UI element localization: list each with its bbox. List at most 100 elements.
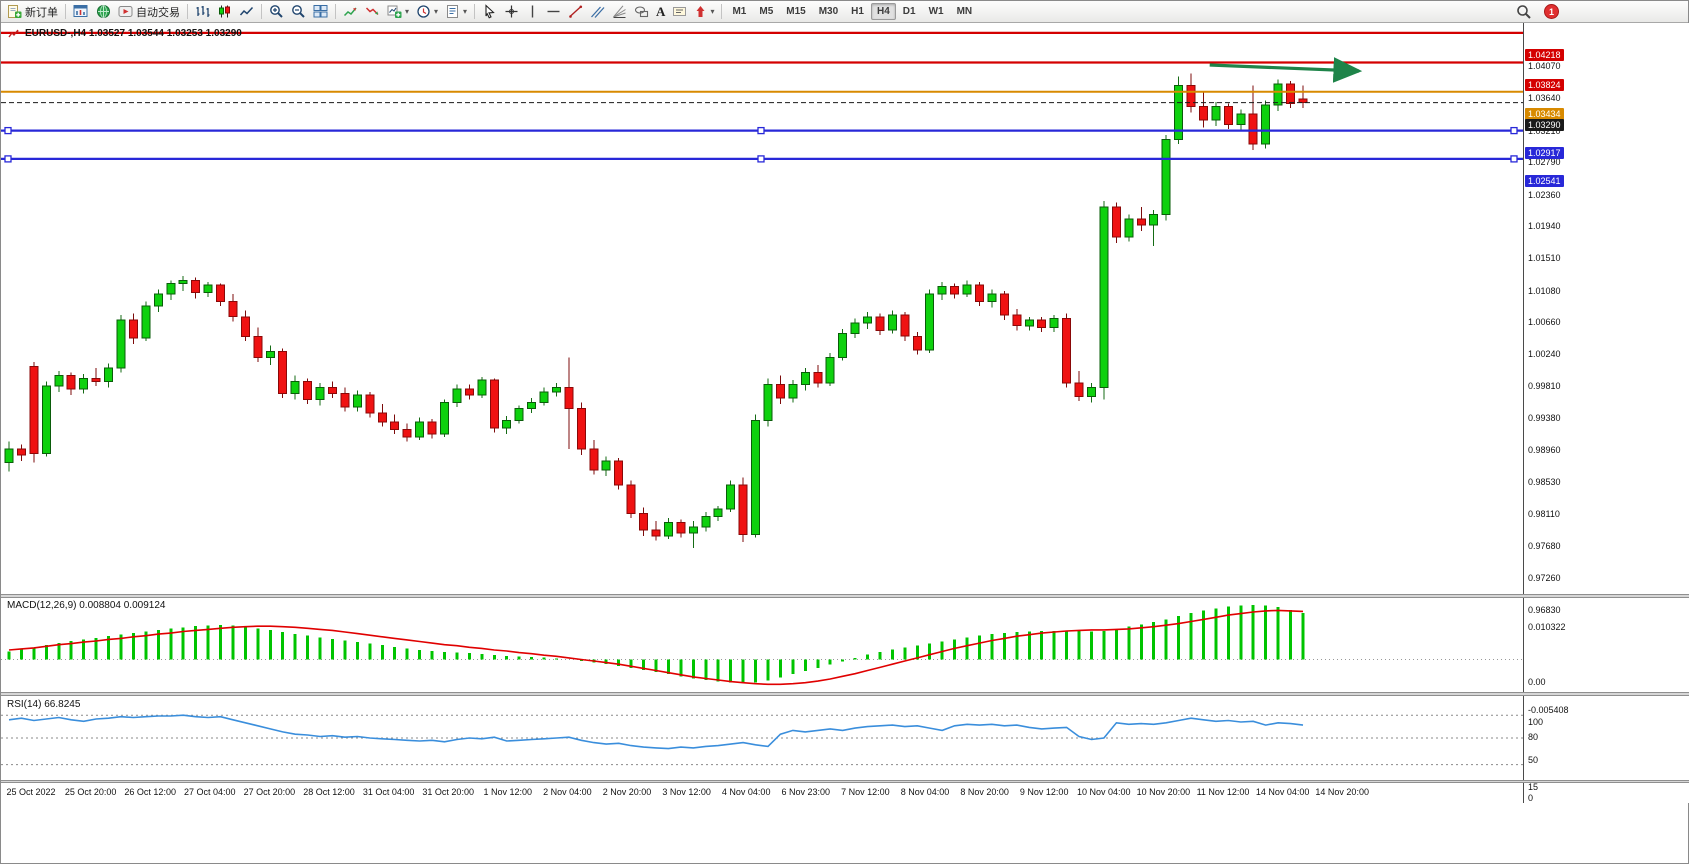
toolbar-separator — [721, 4, 723, 19]
candlestick-chart-button[interactable] — [214, 2, 235, 22]
price-axis[interactable]: 1.04070 1.03640 1.03210 1.02790 1.02360 1.019… — [1523, 23, 1689, 803]
trend-arrow — [1209, 57, 1363, 83]
axis-tick-label: 0.99380 — [1528, 413, 1561, 424]
periods-button[interactable]: ▾ — [413, 2, 441, 22]
axis-tick-label: 1.01510 — [1528, 253, 1561, 264]
zoom-out-button[interactable] — [288, 2, 309, 22]
arrows-tool-button[interactable]: ▾ — [691, 2, 717, 22]
time-axis-label: 6 Nov 23:00 — [781, 787, 831, 797]
add-indicator-button[interactable]: ▾ — [384, 2, 412, 22]
timeframe-d1-button[interactable]: D1 — [902, 6, 916, 17]
axis-tick-label: 80 — [1528, 732, 1539, 743]
time-axis-label: 14 Nov 20:00 — [1315, 787, 1369, 797]
chart-window-icon — [73, 5, 88, 17]
symbol-chart-icon — [8, 29, 19, 37]
auto-trading-icon — [118, 6, 133, 17]
zoom-in-button[interactable] — [266, 2, 287, 22]
trendline-tool-button[interactable] — [565, 2, 586, 22]
timeframe-m15-button[interactable]: M15 — [786, 6, 806, 17]
time-axis-label: 10 Nov 04:00 — [1077, 787, 1131, 797]
vertical-line-tool-button[interactable] — [523, 2, 542, 22]
time-axis[interactable]: 25 Oct 2022 25 Oct 20:00 26 Oct 12:00 27 Oc… — [1, 784, 1523, 804]
axis-tick-label: 0.97260 — [1528, 572, 1561, 583]
rsi-line — [8, 714, 1304, 750]
text-label-tool-button[interactable] — [669, 2, 690, 22]
chart-window-button[interactable] — [70, 2, 92, 22]
symbol-ohlc-text: EURUSD-,H4 1.03527 1.03544 1.03253 1.032… — [25, 28, 242, 39]
channel-tool-button[interactable] — [587, 2, 608, 22]
toolbar: 新订单 自动交易 — [1, 1, 1688, 23]
panel-splitter[interactable] — [1, 692, 1689, 696]
rsi-level-lines — [1, 714, 1523, 766]
clock-icon — [417, 5, 430, 18]
auto-trading-button[interactable]: 自动交易 — [115, 2, 183, 22]
price-line-label: 1.03824 — [1525, 78, 1564, 91]
search-button[interactable] — [1513, 2, 1535, 22]
axis-tick-label: 0.98530 — [1528, 477, 1561, 488]
time-axis-label: 2 Nov 20:00 — [602, 787, 652, 797]
fibonacci-tool-button[interactable] — [609, 2, 630, 22]
price-line-label: 1.02541 — [1525, 174, 1564, 187]
time-axis-label: 14 Nov 04:00 — [1255, 787, 1310, 797]
bar-chart-button[interactable] — [192, 2, 213, 22]
time-axis-label: 28 Oct 12:00 — [303, 787, 355, 797]
shapes-tool-button[interactable] — [631, 2, 652, 22]
trendline-icon — [569, 5, 583, 18]
line-chart-button[interactable] — [236, 2, 257, 22]
timeframe-w1-button[interactable]: W1 — [928, 6, 944, 17]
macd-panel[interactable] — [1, 598, 1523, 692]
arrow-marker-icon — [696, 6, 705, 17]
templates-button[interactable]: ▾ — [442, 2, 470, 22]
horizontal-line-tool-button[interactable] — [543, 2, 564, 22]
time-axis-label: 1 Nov 12:00 — [483, 787, 533, 797]
rsi-panel[interactable] — [1, 696, 1523, 780]
new-order-button[interactable]: 新订单 — [4, 2, 61, 22]
time-axis-label: 25 Oct 20:00 — [64, 787, 117, 797]
toolbar-separator — [474, 4, 476, 19]
time-axis-label: 8 Nov 20:00 — [960, 787, 1009, 797]
axis-tick-label: 0.97680 — [1528, 541, 1561, 552]
price-line-label: 1.03290 — [1525, 118, 1564, 131]
price-lines — [1, 31, 1523, 163]
tile-windows-button[interactable] — [310, 2, 331, 22]
cursor-tool-button[interactable] — [479, 2, 500, 22]
timeframe-h1-button[interactable]: H1 — [851, 6, 864, 17]
candles — [4, 73, 1308, 549]
axis-tick-label: 0.98960 — [1528, 445, 1561, 455]
timeframe-m5-button[interactable]: M5 — [759, 6, 774, 17]
notification-badge[interactable]: 1 — [1544, 4, 1559, 19]
timeframe-m30-button[interactable]: M30 — [818, 6, 839, 17]
axis-tick-label: 0.00 — [1528, 676, 1546, 687]
crosshair-icon — [505, 5, 518, 18]
dropdown-caret-icon: ▾ — [710, 6, 715, 16]
axis-tick-label: 1.02790 — [1528, 157, 1561, 168]
timeframe-m1-button[interactable]: M1 — [732, 6, 747, 17]
axis-tick-label: 1.03640 — [1528, 93, 1561, 104]
panel-splitter[interactable] — [1, 780, 1689, 783]
time-axis-label: 3 Nov 12:00 — [662, 787, 711, 797]
dropdown-caret-icon: ▾ — [405, 6, 410, 16]
line-chart-icon — [239, 6, 254, 16]
channel-icon — [591, 6, 605, 18]
market-watch-button[interactable] — [93, 2, 114, 22]
crosshair-tool-button[interactable] — [501, 2, 522, 22]
indicators-button[interactable] — [340, 2, 361, 22]
timeframe-mn-button[interactable]: MN — [956, 6, 973, 17]
axis-tick-label: 100 — [1528, 717, 1544, 727]
timeframe-h4-button[interactable]: H4 — [870, 3, 896, 20]
axis-tick-label: 1.04070 — [1528, 61, 1561, 71]
macd-signal-line — [8, 609, 1304, 686]
axis-tick-label: 15 — [1528, 781, 1539, 792]
panel-splitter[interactable] — [1, 594, 1689, 598]
text-tool-icon: A — [656, 3, 666, 19]
main-price-chart[interactable] — [1, 23, 1523, 594]
toolbar-separator — [187, 4, 188, 19]
fibonacci-icon — [613, 5, 626, 18]
text-tool-button[interactable]: A — [653, 2, 668, 22]
time-axis-label: 25 Oct 2022 — [6, 787, 56, 797]
add-indicator-icon — [387, 5, 402, 18]
time-axis-label: 8 Nov 04:00 — [900, 787, 950, 797]
objects-button[interactable] — [362, 2, 383, 22]
time-axis-label: 7 Nov 12:00 — [841, 787, 890, 797]
